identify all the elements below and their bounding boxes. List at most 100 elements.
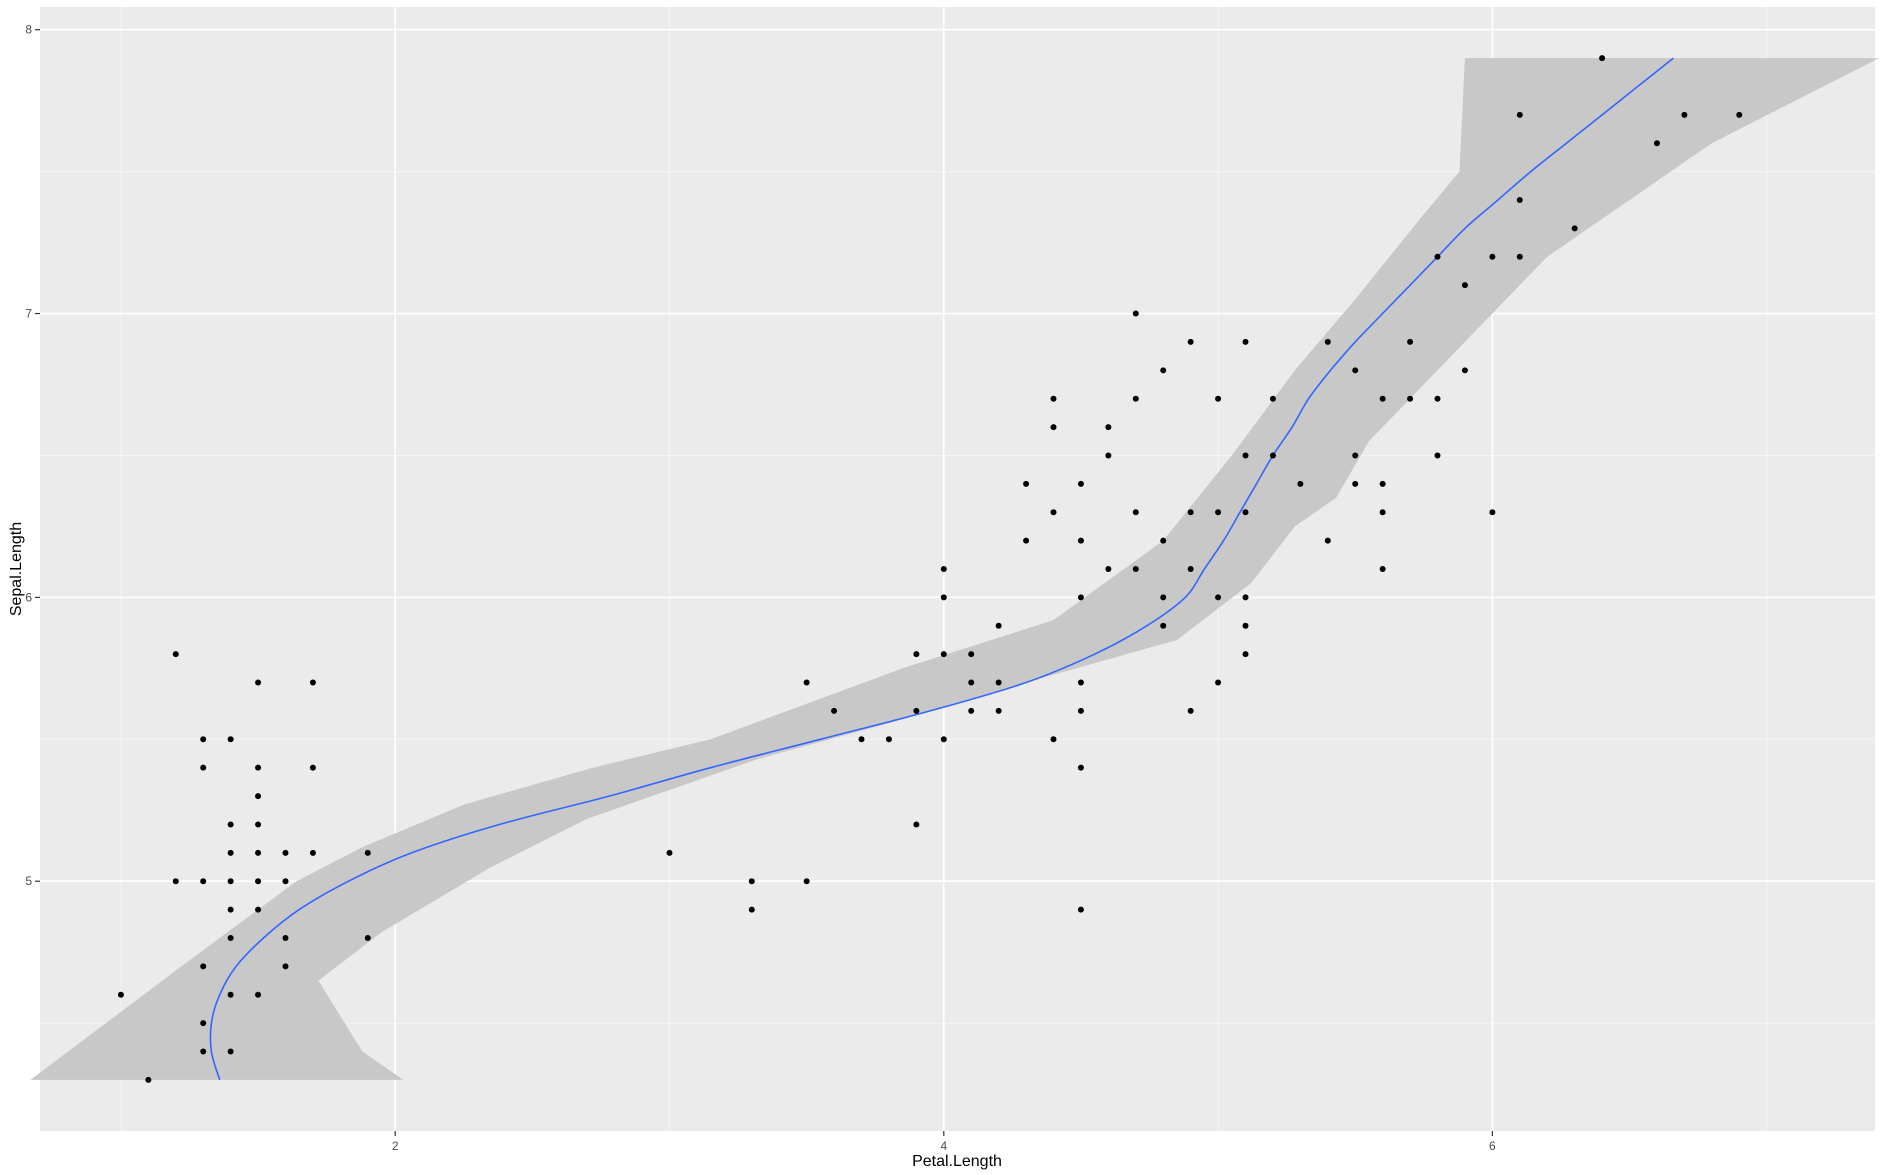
data-point <box>227 736 234 743</box>
data-point <box>227 934 234 941</box>
data-point <box>1489 253 1496 260</box>
data-point <box>1050 736 1057 743</box>
data-point <box>1215 594 1222 601</box>
data-point <box>913 821 920 828</box>
data-point <box>1105 452 1112 459</box>
data-point <box>913 707 920 714</box>
data-point <box>940 566 947 572</box>
data-point <box>172 651 179 658</box>
data-point <box>1379 395 1386 402</box>
data-point <box>227 1048 234 1055</box>
data-point <box>255 679 262 686</box>
data-point <box>255 849 262 856</box>
data-point <box>748 906 755 913</box>
data-point <box>748 878 755 885</box>
data-point <box>255 793 262 800</box>
data-point <box>282 934 289 941</box>
data-point <box>858 736 865 743</box>
data-point <box>1297 480 1304 487</box>
data-point <box>1077 679 1084 686</box>
x-tick-label: 2 <box>392 1139 399 1153</box>
data-point <box>1379 566 1386 572</box>
data-point <box>1434 452 1441 459</box>
data-point <box>309 679 316 686</box>
data-point <box>1077 707 1084 714</box>
x-tick-label: 6 <box>1489 1139 1496 1153</box>
data-point <box>940 594 947 601</box>
data-point <box>1077 764 1084 771</box>
data-point <box>1132 509 1139 516</box>
data-point <box>968 707 975 714</box>
data-point <box>282 963 289 970</box>
data-point <box>995 707 1002 714</box>
data-point <box>1516 197 1523 204</box>
data-point <box>995 679 1002 686</box>
data-point <box>1242 338 1249 345</box>
data-point <box>831 707 838 714</box>
data-point <box>1269 395 1276 402</box>
x-tick-label: 4 <box>940 1139 947 1153</box>
y-axis-ticks: 5 6 7 8 <box>25 23 40 888</box>
data-point <box>1516 253 1523 260</box>
data-point <box>227 878 234 885</box>
data-point <box>200 963 207 970</box>
data-point <box>200 1020 207 1027</box>
data-point <box>1187 509 1194 516</box>
data-point <box>309 764 316 771</box>
data-point <box>364 934 371 941</box>
data-point <box>885 736 892 743</box>
data-point <box>1077 537 1084 544</box>
data-point <box>255 821 262 828</box>
data-point <box>1105 424 1112 431</box>
x-axis-ticks: 2 4 6 <box>392 1131 1496 1153</box>
data-point <box>255 991 262 998</box>
data-point <box>803 679 810 686</box>
x-axis-title: Petal.Length <box>912 1153 1002 1170</box>
data-point <box>1215 679 1222 686</box>
data-point <box>1023 480 1030 487</box>
data-point <box>1379 480 1386 487</box>
data-point <box>1215 509 1222 516</box>
data-point <box>117 991 124 998</box>
data-point <box>282 849 289 856</box>
data-point <box>1132 566 1139 572</box>
y-tick-label: 7 <box>25 307 32 321</box>
data-point <box>1352 480 1359 487</box>
data-point <box>255 764 262 771</box>
data-point <box>1242 594 1249 601</box>
data-point <box>227 991 234 998</box>
data-point <box>255 906 262 913</box>
data-point <box>1461 282 1468 289</box>
y-tick-label: 6 <box>25 590 32 604</box>
data-point <box>309 849 316 856</box>
data-point <box>803 878 810 885</box>
data-point <box>1187 338 1194 345</box>
data-point <box>227 849 234 856</box>
data-point <box>666 849 673 856</box>
data-point <box>282 878 289 885</box>
data-point <box>227 821 234 828</box>
data-point <box>1736 111 1743 118</box>
data-point <box>1681 111 1688 118</box>
y-axis-title: Sepal.Length <box>8 522 25 616</box>
data-point <box>1324 338 1331 345</box>
data-point <box>1434 253 1441 260</box>
data-point <box>172 878 179 885</box>
data-point <box>1077 594 1084 601</box>
data-point <box>227 906 234 913</box>
data-point <box>1160 622 1167 629</box>
data-point <box>1242 452 1249 459</box>
data-point <box>1050 509 1057 516</box>
data-point <box>1434 395 1441 402</box>
data-point <box>1352 452 1359 459</box>
data-point <box>200 764 207 771</box>
data-point <box>1516 111 1523 118</box>
data-point <box>995 622 1002 629</box>
data-point <box>200 736 207 743</box>
data-point <box>364 849 371 856</box>
data-point <box>1242 651 1249 658</box>
data-point <box>968 651 975 658</box>
data-points <box>117 55 1743 1083</box>
data-point <box>145 1076 152 1083</box>
